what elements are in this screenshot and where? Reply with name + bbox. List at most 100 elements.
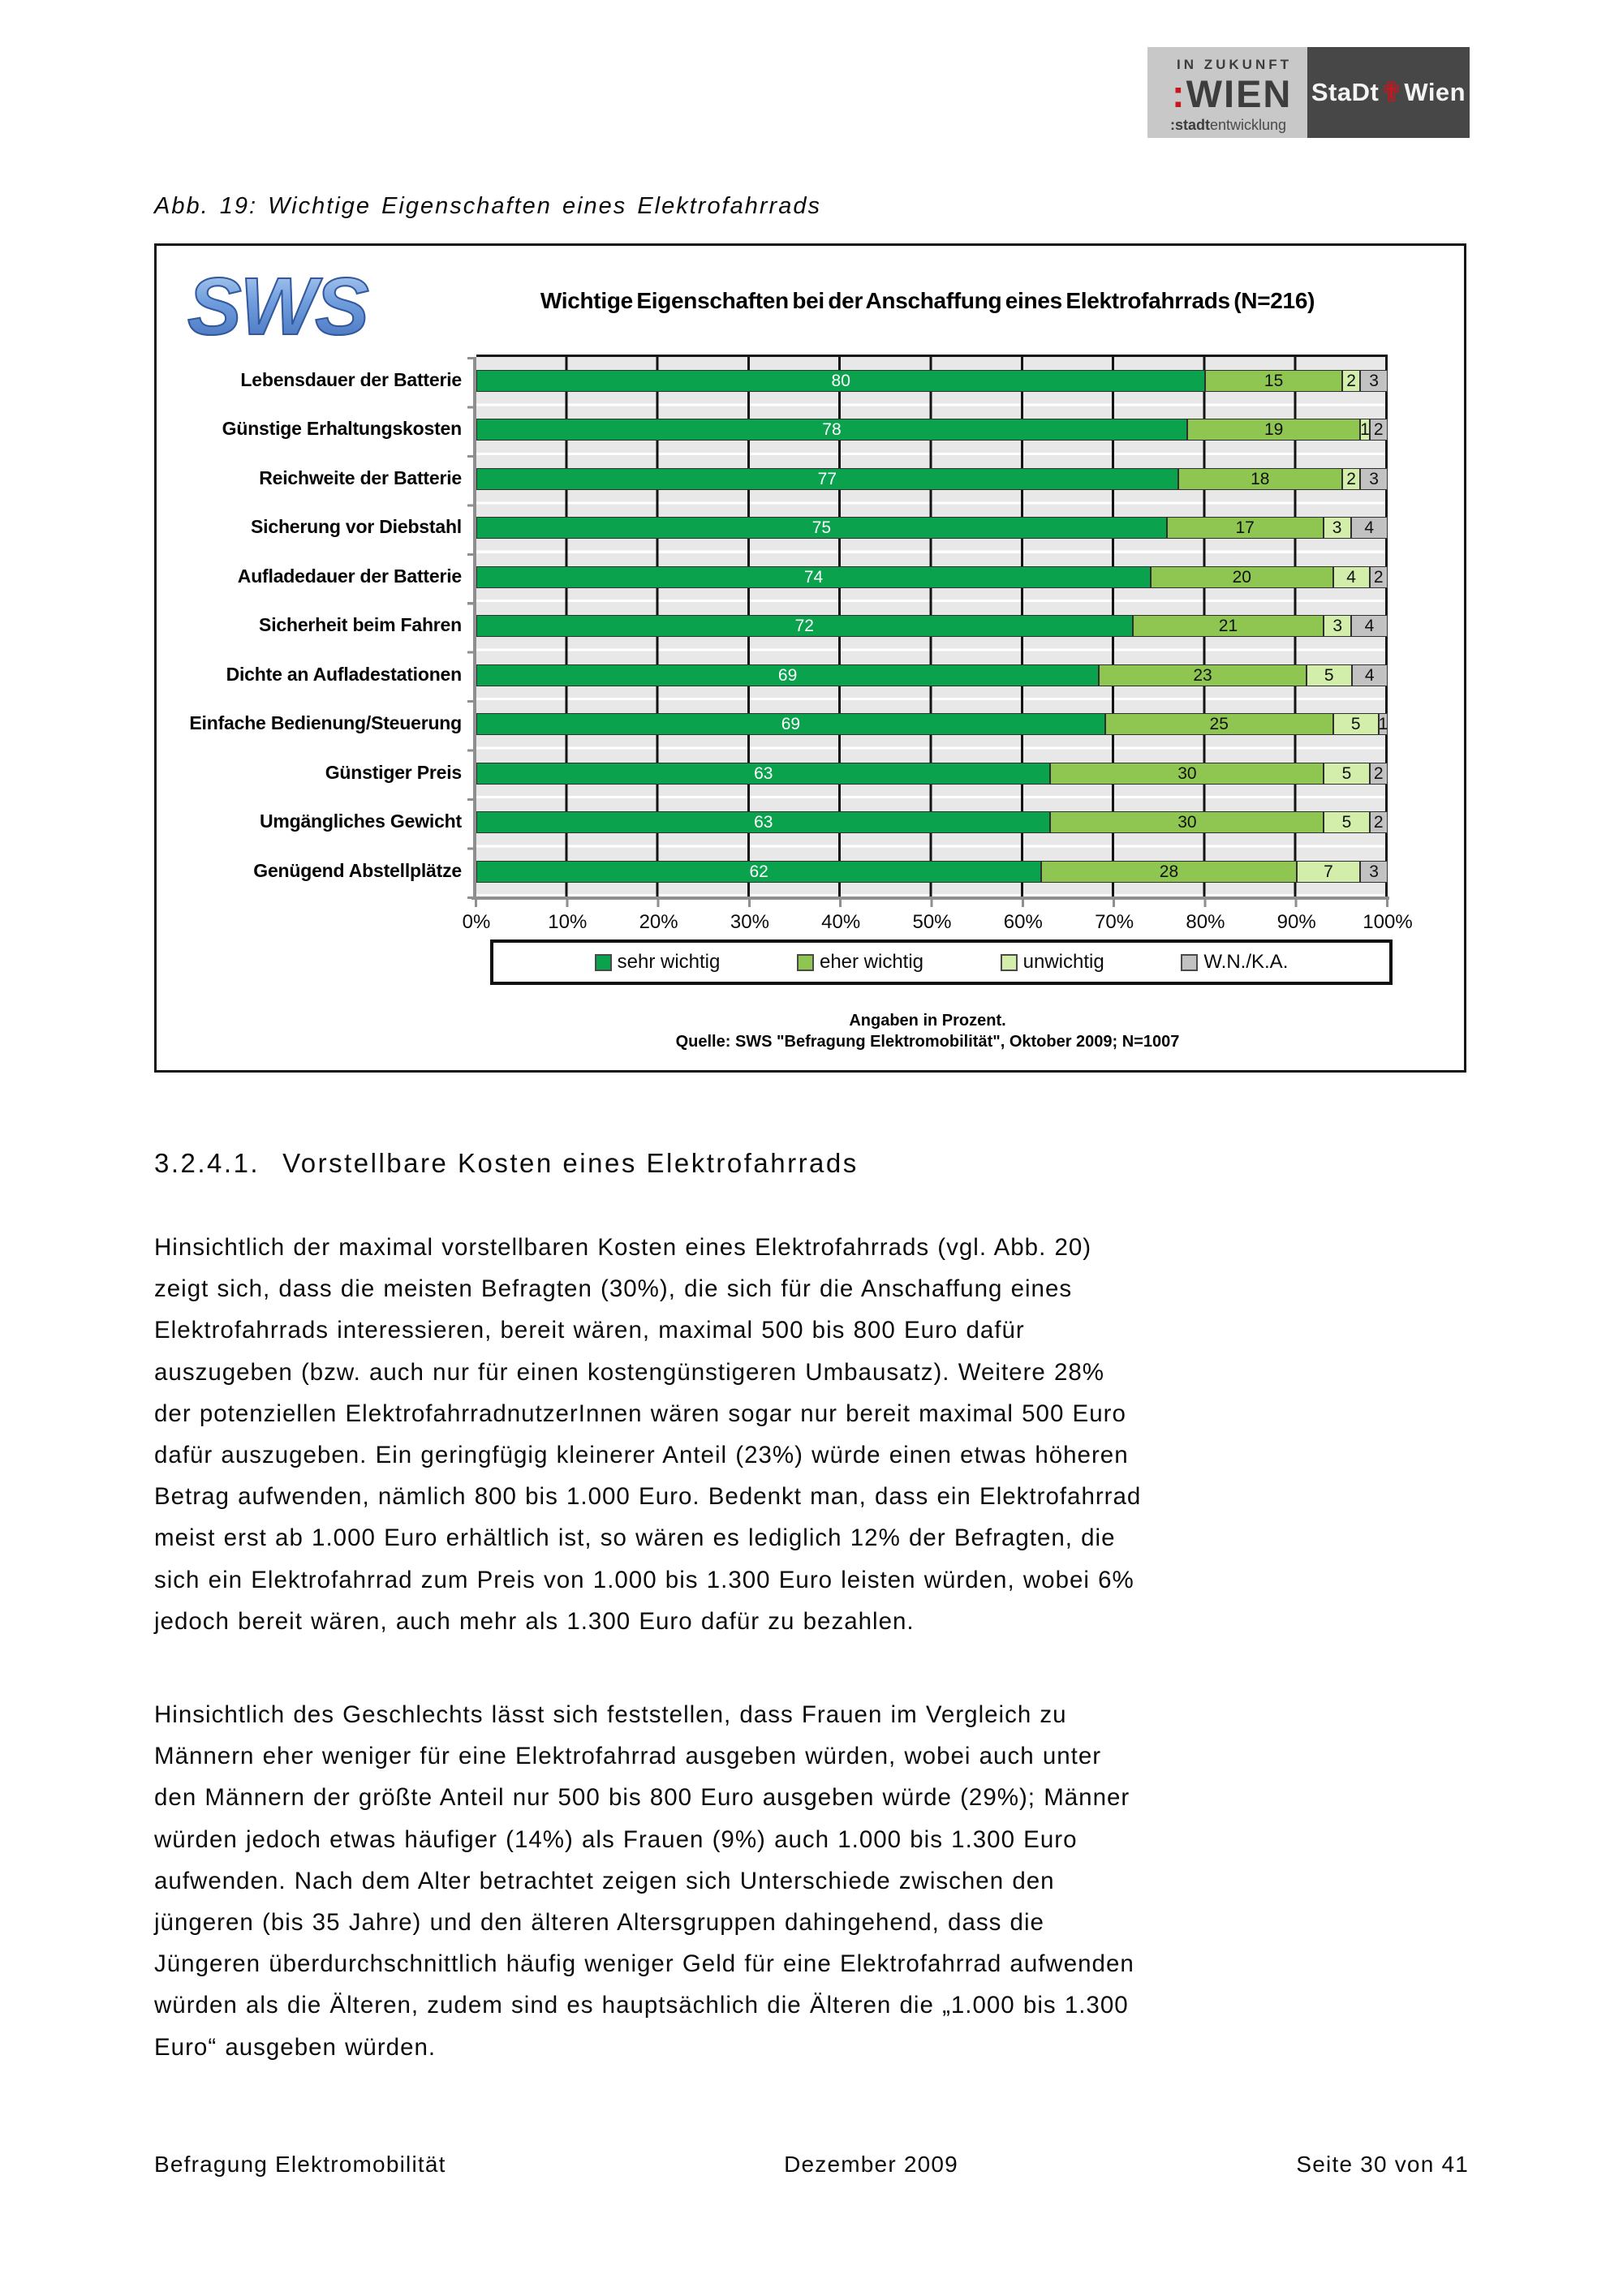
bar-segment: 4 (1332, 565, 1370, 588)
bar-segment: 62 (476, 860, 1042, 883)
chart-legend: sehr wichtig eher wichtig unwichtig W.N./K.… (490, 939, 1393, 985)
x-axis-ticks (475, 900, 1388, 907)
category-label: Dichte an Aufladestationen (226, 663, 463, 685)
logo-text-in-zukunft: IN ZUKUNFT (1177, 57, 1292, 72)
bar-segment: 3 (1360, 860, 1388, 883)
chart-figure: SWS Wichtige Eigenschaften bei der Ansch… (154, 243, 1466, 1073)
bar-segment: 69 (476, 713, 1105, 736)
bar-segment: 2 (1369, 762, 1388, 785)
bar-row: 77 18 2 3 (476, 467, 1388, 490)
legend-item: unwichtig (1000, 951, 1104, 974)
bar-segment: 4 (1351, 615, 1388, 638)
x-tick-label: 50% (912, 911, 952, 933)
category-label: Günstiger Preis (325, 761, 462, 783)
legend-swatch-icon (796, 953, 814, 971)
bar-row: 63 30 5 2 (476, 811, 1388, 834)
category-label: Lebensdauer der Batterie (240, 369, 462, 390)
bar-segment: 3 (1323, 517, 1351, 540)
body-paragraph-2: Hinsichtlich des Geschlechts lässt sich … (154, 1701, 1134, 2061)
legend-label: unwichtig (1022, 951, 1104, 973)
bar-segment: 75 (476, 517, 1167, 540)
bar-segment: 2 (1369, 565, 1388, 588)
bar-segment: 25 (1104, 713, 1333, 736)
bar-row: 74 20 4 2 (476, 565, 1388, 588)
x-tick-label: 10% (548, 911, 588, 933)
bar-segment: 1 (1378, 713, 1388, 736)
x-tick-label: 70% (1095, 911, 1134, 933)
bar-segment: 4 (1351, 664, 1388, 686)
bar-segment: 72 (476, 615, 1133, 638)
x-tick-label: 100% (1363, 911, 1413, 933)
bar-segment: 7 (1296, 860, 1361, 883)
legend-swatch-icon (1000, 953, 1018, 971)
legend-label: eher wichtig (819, 951, 924, 973)
x-tick-label: 60% (1003, 911, 1043, 933)
bar-row: 80 15 2 3 (476, 370, 1388, 392)
bar-segment: 3 (1360, 467, 1388, 490)
bar-segment: 2 (1369, 811, 1388, 834)
bar-row: 69 23 5 4 (476, 664, 1388, 686)
bar-segment: 80 (476, 370, 1206, 392)
bar-segment: 19 (1186, 419, 1361, 441)
bar-segment: 69 (476, 664, 1100, 686)
bar-segment: 74 (476, 565, 1152, 588)
category-label: Genügend Abstellplätze (253, 859, 462, 881)
legend-item: W.N./K.A. (1181, 951, 1288, 974)
bar-segment: 30 (1050, 811, 1324, 834)
bar-segment: 63 (476, 811, 1051, 834)
bar-segment: 23 (1099, 664, 1307, 686)
category-label: Aufladedauer der Batterie (237, 565, 462, 587)
y-axis-ticks (467, 357, 473, 899)
bar-segment: 5 (1332, 713, 1379, 736)
vienna-cross-icon: ✟ (1380, 77, 1404, 108)
chart-title: Wichtige Eigenschaften bei der Anschaffu… (540, 288, 1315, 313)
x-tick-label: 40% (821, 911, 861, 933)
figure-caption: Abb. 19: Wichtige Eigenschaften eines El… (154, 193, 821, 219)
bar-row: 75 17 3 4 (476, 517, 1388, 540)
bar-row: 62 28 7 3 (476, 860, 1388, 883)
bar-segment: 5 (1324, 811, 1370, 834)
bar-row: 63 30 5 2 (476, 762, 1388, 785)
section-heading: 3.2.4.1. Vorstellbare Kosten eines Elektr… (154, 1148, 859, 1179)
x-tick-label: 80% (1186, 911, 1225, 933)
footer-document-title: Befragung Elektromobilität (154, 2152, 446, 2177)
bar-row: 69 25 5 1 (476, 713, 1388, 736)
bar-row: 78 19 1 2 (476, 419, 1388, 441)
bar-segment: 1 (1360, 419, 1370, 441)
bar-segment: 28 (1041, 860, 1297, 883)
bar-segment: 63 (476, 762, 1051, 785)
category-label: Günstige Erhaltungskosten (222, 418, 463, 440)
x-tick-label: 30% (730, 911, 769, 933)
x-axis-labels: 0% 10% 20% 30% 40% 50% 60% 70% 80% 90% 100% (463, 911, 1413, 935)
bar-segment: 18 (1177, 467, 1342, 490)
category-label: Sicherheit beim Fahren (259, 614, 462, 636)
bar-segment: 2 (1369, 419, 1388, 441)
logo-text-wien: :WIEN (1172, 72, 1293, 115)
logo-text-stadtentwicklung: :stadtentwicklung (1170, 117, 1287, 133)
legend-label: sehr wichtig (617, 951, 721, 973)
legend-label: W.N./K.A. (1203, 951, 1289, 973)
x-tick-label: 20% (639, 911, 678, 933)
bar-segment: 77 (476, 467, 1178, 490)
footer-page-number: Seite 30 von 41 (1296, 2152, 1469, 2177)
x-tick-label: 90% (1276, 911, 1316, 933)
chart-note-source: Quelle: SWS "Befragung Elektromobilität"… (675, 1033, 1180, 1051)
category-label: Einfache Bedienung/Steuerung (189, 712, 462, 734)
bar-segment: 4 (1350, 517, 1388, 540)
bar-row: 72 21 3 4 (476, 615, 1388, 638)
legend-swatch-icon (594, 953, 612, 971)
bar-segment: 2 (1341, 467, 1361, 490)
bar-segment: 21 (1132, 615, 1324, 638)
category-label: Reichweite der Batterie (259, 467, 462, 488)
bar-segment: 5 (1306, 664, 1352, 686)
legend-item: sehr wichtig (594, 951, 721, 974)
wien-zukunft-logo: IN ZUKUNFT :WIEN :stadtentwicklung (1147, 47, 1307, 138)
bar-segment: 20 (1151, 565, 1333, 588)
x-axis-line (471, 896, 1389, 900)
footer-date: Dezember 2009 (784, 2152, 958, 2177)
bar-segment: 5 (1324, 762, 1370, 785)
plot-area: 80 15 2 3 78 19 1 2 77 18 2 3 75 17 3 4 74 20 4 2 72 21 3 4 69 23… (476, 355, 1388, 896)
header-logos: IN ZUKUNFT :WIEN :stadtentwicklung StaDt… (1147, 47, 1470, 138)
stadt-wien-logo: StaDt ✟ Wien (1307, 47, 1470, 138)
